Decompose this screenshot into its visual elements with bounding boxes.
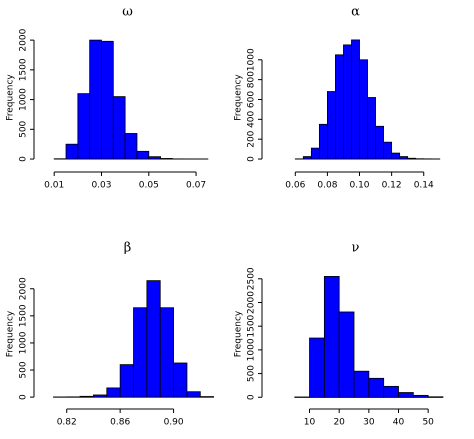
y-tick-label: 0 — [19, 156, 29, 162]
chart-title: β — [124, 241, 132, 256]
x-tick-label: 0.08 — [317, 181, 337, 191]
bar — [412, 394, 429, 398]
bar — [133, 307, 148, 398]
bar — [383, 141, 393, 160]
y-tick-label: 400 — [247, 110, 257, 127]
bar — [124, 133, 138, 160]
bar — [367, 97, 376, 160]
bar — [65, 143, 79, 160]
y-tick-label: 0 — [247, 156, 257, 162]
y-tick-label: 500 — [19, 361, 29, 378]
bar — [159, 307, 174, 398]
bar — [101, 40, 114, 160]
x-tick-label: 0.86 — [110, 418, 130, 428]
x-tick-label: 30 — [363, 418, 375, 428]
y-axis-label: Frequency — [6, 74, 16, 121]
y-tick-label: 0 — [19, 394, 29, 400]
x-tick-label: 0.05 — [139, 181, 159, 191]
bar — [338, 311, 355, 398]
y-tick-label: 2000 — [19, 277, 29, 300]
y-tick-label: 1500 — [19, 58, 29, 81]
y-tick-label: 800 — [247, 71, 257, 88]
y-axis-label: Frequency — [6, 310, 16, 357]
bar — [368, 377, 385, 398]
bar — [310, 147, 320, 160]
bar — [146, 280, 161, 398]
y-tick-label: 600 — [247, 91, 257, 108]
bar — [399, 156, 409, 160]
bar — [148, 156, 162, 160]
chart-title: α — [351, 5, 360, 20]
bar — [353, 370, 370, 398]
bar — [79, 395, 94, 398]
y-tick-label: 1500 — [247, 314, 257, 337]
y-tick-label: 500 — [247, 365, 257, 382]
bar — [119, 364, 134, 398]
x-tick-label: 0.12 — [382, 181, 402, 191]
bar — [199, 396, 215, 398]
y-tick-label: 1000 — [247, 338, 257, 361]
y-tick-label: 500 — [19, 120, 29, 137]
bar — [318, 123, 328, 160]
x-tick-label: 0.90 — [164, 418, 184, 428]
x-tick-label: 0.10 — [349, 181, 369, 191]
chart-title: ω — [122, 5, 133, 20]
x-tick-label: 0.14 — [414, 181, 434, 191]
x-tick-label: 40 — [393, 418, 405, 428]
y-tick-label: 2000 — [247, 291, 257, 314]
bar — [351, 39, 360, 160]
x-tick-label: 0.03 — [91, 181, 111, 191]
y-tick-label: 2000 — [19, 28, 29, 51]
y-tick-label: 1000 — [19, 331, 29, 354]
bar — [173, 362, 188, 398]
bar — [309, 337, 325, 398]
bar — [136, 150, 150, 160]
x-tick-label: 0.07 — [186, 181, 206, 191]
bar — [323, 276, 340, 398]
x-tick-label: 0.06 — [285, 181, 305, 191]
x-tick-label: 10 — [304, 418, 316, 428]
x-tick-label: 0.01 — [44, 181, 64, 191]
bar — [302, 156, 312, 160]
y-tick-label: 2500 — [247, 267, 257, 290]
y-axis-label: Frequency — [234, 74, 244, 121]
y-tick-label: 1000 — [19, 88, 29, 111]
x-tick-label: 20 — [333, 418, 345, 428]
x-tick-label: 0.82 — [57, 418, 77, 428]
bar — [343, 44, 352, 160]
bar — [383, 385, 399, 398]
bar — [186, 391, 201, 398]
bar — [359, 59, 368, 160]
bar — [327, 91, 336, 160]
bar — [391, 152, 401, 160]
bar — [77, 93, 91, 160]
chart-title: ν — [352, 241, 360, 256]
bar — [112, 96, 126, 160]
y-tick-label: 1000 — [247, 48, 257, 71]
y-tick-label: 200 — [247, 130, 257, 147]
bar — [398, 392, 414, 398]
bar — [106, 387, 121, 398]
y-axis-label: Frequency — [234, 310, 244, 357]
bar — [407, 157, 417, 160]
bar — [89, 39, 102, 160]
bar — [93, 394, 108, 398]
x-tick-label: 50 — [422, 418, 434, 428]
y-tick-label: 1500 — [19, 304, 29, 327]
bar — [375, 125, 384, 160]
y-tick-label: 0 — [247, 394, 257, 400]
bar — [335, 54, 344, 160]
bar — [160, 158, 173, 160]
